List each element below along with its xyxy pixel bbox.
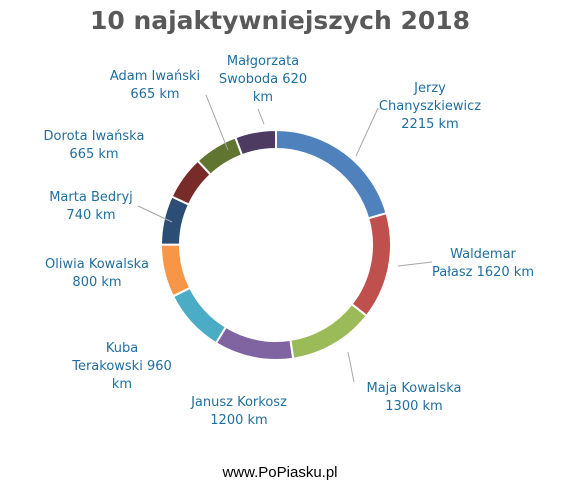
slice-label-4: Janusz Korkosz 1200 km <box>190 395 287 428</box>
slice-label-line: 740 km <box>66 208 115 223</box>
donut-slice-6 <box>160 243 192 298</box>
slice-label-8: Dorota Iwańska 665 km <box>44 129 145 162</box>
donut-slice-10 <box>234 128 277 157</box>
donut-slices <box>159 128 392 361</box>
slice-label-line: 665 km <box>130 87 179 102</box>
donut-slice-3 <box>289 302 369 360</box>
donut-slice-9 <box>196 136 244 177</box>
slice-label-line: Adam Iwański <box>110 69 200 84</box>
leader-line-7 <box>137 205 173 223</box>
donut-slice-5 <box>171 286 228 345</box>
slice-label-line: Chanyszkiewicz <box>379 99 481 114</box>
slice-label-1: Jerzy Chanyszkiewicz 2215 km <box>379 81 481 132</box>
slice-label-line: Pałasz 1620 km <box>432 265 534 280</box>
slice-label-3: Maja Kowalska 1300 km <box>367 381 462 414</box>
slice-label-10: Małgorzata Swoboda 620 km <box>219 54 307 105</box>
chart-title: 10 najaktywniejszych 2018 <box>90 6 470 35</box>
slice-labels: Jerzy Chanyszkiewicz 2215 km Waldemar Pałasz… <box>44 54 534 428</box>
slice-label-line: 2215 km <box>401 117 458 132</box>
footer-url: www.PoPiasku.pl <box>221 464 337 481</box>
slice-label-line: Marta Bedryj <box>49 190 133 205</box>
slice-label-5: Kuba Terakowski 960 km <box>71 341 172 392</box>
leader-line-10 <box>257 108 265 125</box>
slice-label-line: Swoboda 620 <box>219 72 307 87</box>
slice-label-line: Jerzy <box>413 81 446 96</box>
slice-label-line: 1200 km <box>210 413 267 428</box>
leader-line-9 <box>205 94 229 151</box>
slice-label-6: Oliwia Kowalska 800 km <box>45 257 149 290</box>
slice-label-line: Dorota Iwańska <box>44 129 145 144</box>
slice-label-line: Maja Kowalska <box>367 381 462 396</box>
slice-label-9: Adam Iwański 665 km <box>110 69 200 102</box>
donut-slice-7 <box>159 195 191 246</box>
donut-slice-1 <box>275 128 388 220</box>
slice-label-line: 800 km <box>72 275 121 290</box>
slice-label-line: Waldemar <box>450 247 516 262</box>
slice-label-line: 665 km <box>69 147 118 162</box>
leader-line-2 <box>397 261 433 267</box>
donut-slice-2 <box>350 211 392 318</box>
leader-line-3 <box>347 351 355 383</box>
slice-label-line: 1300 km <box>385 399 442 414</box>
slice-label-line: km <box>112 377 132 392</box>
slice-label-line: Janusz Korkosz <box>190 395 287 410</box>
slice-label-2: Waldemar Pałasz 1620 km <box>432 247 534 280</box>
slice-label-7: Marta Bedryj 740 km <box>49 190 133 223</box>
slice-label-line: Terakowski 960 <box>71 359 172 374</box>
slice-label-line: km <box>253 90 273 105</box>
slice-label-line: Oliwia Kowalska <box>45 257 149 272</box>
slice-label-line: Kuba <box>106 341 138 356</box>
donut-slice-4 <box>214 325 295 361</box>
leader-line-1 <box>355 107 379 157</box>
leader-lines <box>137 94 433 383</box>
slice-label-line: Małgorzata <box>227 54 299 69</box>
